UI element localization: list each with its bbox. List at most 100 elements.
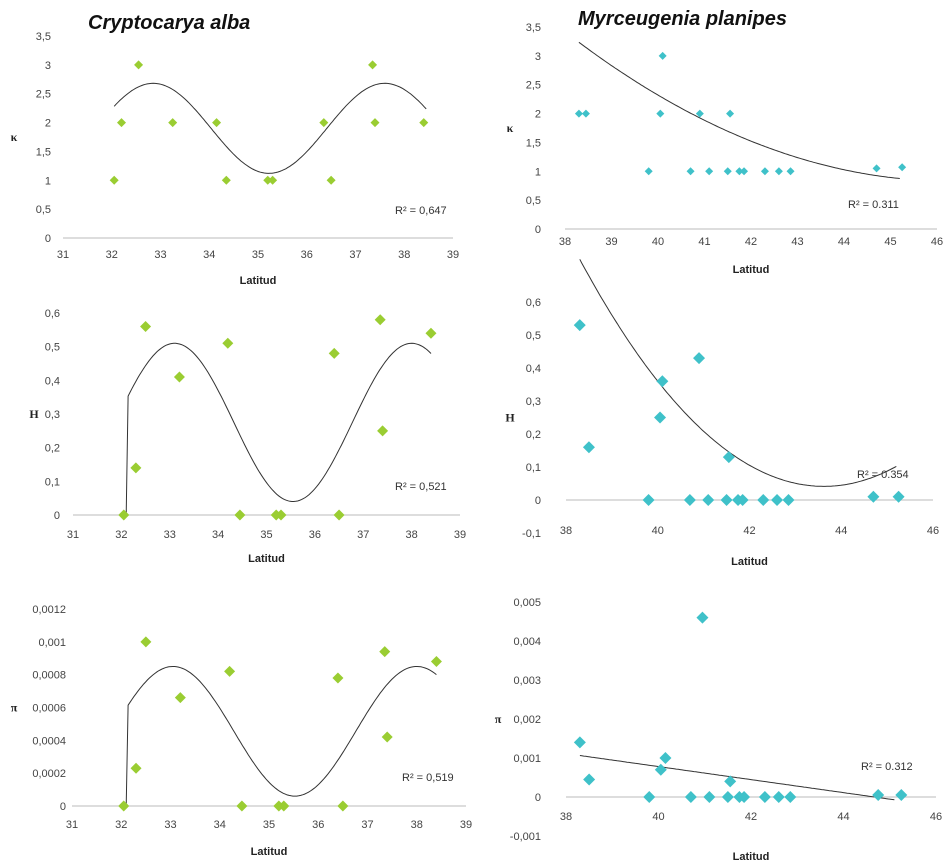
y-tick-label: -0,1 — [522, 528, 541, 540]
x-tick-label: 44 — [838, 236, 850, 248]
x-tick-label: 37 — [349, 249, 361, 261]
y-tick-label: 0,0012 — [32, 604, 66, 616]
y-tick-label: 3,5 — [36, 31, 51, 43]
r-squared-label: R² = 0.312 — [861, 761, 913, 773]
chart-panel-4: -0,1 0 0,1 0,2 0,3 0,4 0,5 0,6 38 40 42 44 46 Latitud… — [505, 259, 939, 568]
data-point — [222, 337, 234, 349]
data-point — [705, 167, 714, 176]
x-axis-label: Latitud — [251, 846, 288, 858]
x-tick-label: 34 — [214, 819, 226, 831]
data-point — [381, 731, 393, 743]
x-tick-label: 46 — [930, 811, 942, 823]
x-axis-label: Latitud — [731, 556, 768, 568]
x-tick-label: 35 — [263, 819, 275, 831]
data-point — [723, 167, 732, 176]
data-point — [212, 118, 222, 128]
y-axis-label: κ — [507, 121, 514, 135]
y-tick-label: -0,001 — [510, 831, 541, 843]
y-tick-label: 0 — [45, 233, 51, 245]
x-tick-label: 37 — [361, 819, 373, 831]
x-axis-label: Latitud — [733, 851, 770, 863]
data-point — [419, 118, 429, 128]
x-tick-label: 38 — [398, 249, 410, 261]
y-axis-label: π — [11, 701, 18, 715]
x-tick-label: 39 — [447, 249, 459, 261]
y-tick-label: 0,2 — [526, 429, 541, 441]
x-tick-label: 44 — [835, 525, 847, 537]
data-point — [377, 425, 389, 437]
chart-panel-3: 0 0,1 0,2 0,3 0,4 0,5 0,6 31 32 33 34 35 36 37 38 39 Lat… — [29, 308, 466, 565]
y-tick-label: 0,5 — [36, 204, 51, 216]
data-point — [757, 494, 770, 506]
x-axis-label: Latitud — [248, 553, 285, 565]
y-tick-label: 0,6 — [526, 297, 541, 309]
y-tick-label: 2 — [45, 118, 51, 130]
data-point — [337, 800, 349, 812]
y-tick-label: 0,1 — [45, 476, 60, 488]
data-point — [379, 646, 391, 658]
data-point — [644, 167, 653, 176]
x-tick-label: 32 — [106, 249, 118, 261]
data-point — [658, 51, 667, 60]
x-tick-label: 33 — [164, 819, 176, 831]
data-point — [784, 791, 797, 803]
y-tick-label: 0,3 — [526, 396, 541, 408]
x-tick-label: 46 — [927, 525, 939, 537]
data-point — [574, 109, 583, 118]
data-point — [684, 791, 697, 803]
y-tick-label: 0,3 — [45, 409, 60, 421]
x-axis-label: Latitud — [733, 264, 770, 276]
y-tick-label: 0,004 — [513, 636, 541, 648]
y-tick-label: 3 — [535, 51, 541, 63]
x-tick-label: 38 — [560, 811, 572, 823]
y-tick-label: 0,0008 — [32, 670, 66, 682]
data-point — [654, 763, 667, 776]
x-tick-label: 32 — [115, 819, 127, 831]
x-tick-label: 40 — [652, 525, 664, 537]
x-tick-label: 41 — [698, 236, 710, 248]
data-point — [326, 175, 336, 185]
x-tick-label: 35 — [252, 249, 264, 261]
data-point — [772, 791, 785, 803]
data-point — [656, 375, 669, 388]
data-point — [702, 494, 715, 506]
y-tick-label: 0 — [54, 510, 60, 522]
y-tick-label: 0,4 — [45, 375, 60, 387]
x-tick-label: 34 — [212, 529, 224, 541]
data-point — [174, 692, 186, 704]
r-squared-label: R² = 0,519 — [402, 772, 454, 784]
chart-panel-6: -0,001 0 0,001 0,002 0,003 0,004 0,005 38 40 42 44… — [495, 597, 942, 863]
y-axis-label: κ — [11, 130, 18, 144]
left-column-title: Cryptocarya alba — [88, 12, 251, 34]
data-point — [118, 800, 130, 812]
right-column-title: Myrceugenia planipes — [578, 8, 787, 30]
y-tick-label: 0,6 — [45, 308, 60, 320]
data-point — [333, 509, 345, 521]
x-tick-label: 39 — [605, 236, 617, 248]
x-tick-label: 33 — [154, 249, 166, 261]
y-tick-label: 0 — [535, 224, 541, 236]
y-tick-label: 0,003 — [513, 675, 541, 687]
data-point — [898, 163, 907, 172]
chart-panel-2: 0 0,5 1 1,5 2 2,5 3 3,5 38 39 40 41 42 43 44 45 46 Latitu… — [507, 22, 943, 276]
chart-panel-5: 0 0,0002 0,0004 0,0006 0,0008 0,001 0,0012 31 32… — [11, 604, 472, 858]
y-tick-label: 0,2 — [45, 443, 60, 455]
data-point — [703, 791, 716, 803]
y-tick-label: 0,1 — [526, 462, 541, 474]
data-point — [581, 109, 590, 118]
trend-line — [578, 41, 900, 179]
y-tick-label: 2 — [535, 109, 541, 121]
y-tick-label: 0,002 — [513, 714, 541, 726]
data-point — [583, 773, 596, 786]
data-point — [721, 791, 734, 803]
data-point — [109, 175, 119, 185]
data-point — [735, 167, 744, 176]
trend-line — [125, 342, 432, 516]
y-tick-label: 1 — [535, 166, 541, 178]
x-tick-label: 38 — [559, 236, 571, 248]
data-point — [275, 509, 287, 521]
data-point — [720, 494, 733, 506]
data-point — [760, 167, 769, 176]
data-point — [221, 175, 231, 185]
